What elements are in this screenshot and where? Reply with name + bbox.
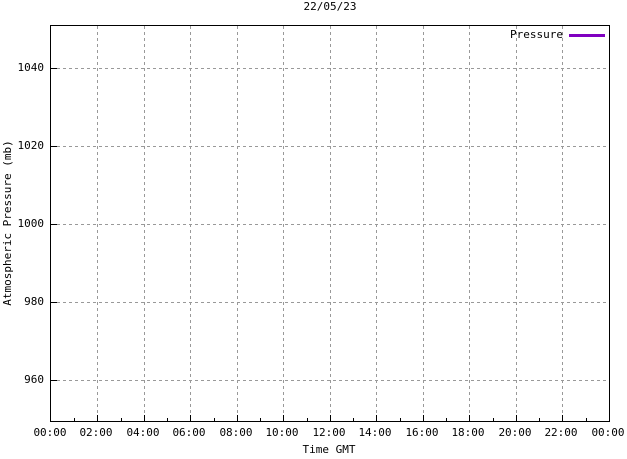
x-tick-label: 20:00 <box>498 426 532 439</box>
x-tick-label: 10:00 <box>265 426 299 439</box>
x-tick-label: 06:00 <box>172 426 206 439</box>
x-tick-label: 02:00 <box>79 426 113 439</box>
x-axis-title: Time GMT <box>302 443 356 456</box>
chart-title: 22/05/23 <box>303 0 357 13</box>
x-tick-label: 12:00 <box>312 426 346 439</box>
plot-area: Pressure <box>50 25 610 422</box>
x-tick-label: 22:00 <box>544 426 578 439</box>
x-tick-label: 14:00 <box>358 426 392 439</box>
y-axis-tick-labels: 960 980 1000 1020 1040 <box>0 0 45 459</box>
x-tick-label: 18:00 <box>451 426 485 439</box>
x-tick-label: 00:00 <box>591 426 625 439</box>
gridlines <box>51 26 609 421</box>
x-tick-label: 00:00 <box>33 426 67 439</box>
legend-swatch-pressure <box>569 33 605 37</box>
y-tick-label: 960 <box>24 373 44 386</box>
y-axis-title-wrap: Atmospheric Pressure (mb) <box>0 25 16 420</box>
y-tick-label: 1000 <box>17 217 45 230</box>
y-tick-label: 1020 <box>17 139 45 152</box>
x-tick-label: 04:00 <box>126 426 160 439</box>
y-axis-title: Atmospheric Pressure (mb) <box>1 139 14 306</box>
x-tick-label: 16:00 <box>405 426 439 439</box>
y-tick-label: 980 <box>24 295 44 308</box>
legend-label-pressure: Pressure <box>510 28 563 41</box>
x-tick-label: 08:00 <box>219 426 253 439</box>
y-tick-label: 1040 <box>17 61 45 74</box>
chart-legend: Pressure <box>510 29 605 41</box>
